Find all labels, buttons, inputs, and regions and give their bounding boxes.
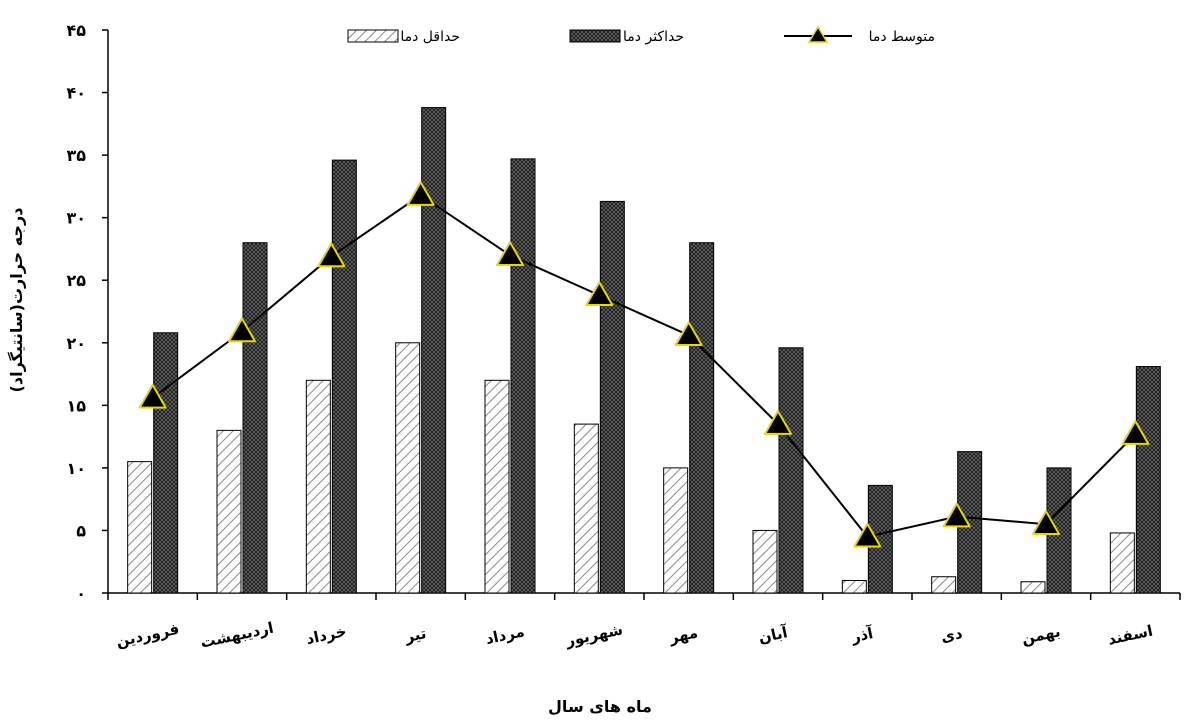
y-tick-label: ۴۵	[66, 21, 86, 40]
bar-min-temp	[1020, 581, 1046, 594]
bar-min-temp	[127, 461, 153, 594]
bar-max-temp	[510, 158, 536, 594]
y-axis-title: درجه حرارت(سانتیگراد)	[7, 208, 26, 393]
bar-max-temp	[153, 332, 179, 594]
x-tick-label: خرداد	[305, 622, 349, 648]
axes	[102, 29, 1181, 600]
bar-min-temp	[573, 423, 599, 594]
mean-temp-point	[496, 241, 524, 266]
bar-min-temp	[305, 379, 331, 594]
mean-temp-point	[228, 317, 256, 343]
mean-temp-point	[942, 502, 971, 528]
bar-max-temp	[957, 451, 983, 594]
labels: ۰ ۵ ۱۰ ۱۵ ۲۰ ۲۵ ۳۰ ۳۵ ۴۰ ۴۵ فروردین اردیبهشت خرداد تی…	[7, 21, 1154, 716]
mean-temp-point	[674, 321, 703, 347]
x-tick-label: آذر	[849, 624, 876, 646]
y-tick-label: ۵	[76, 521, 86, 540]
x-tick-label: مهر	[667, 623, 700, 647]
y-tick-label: ۱۵	[66, 396, 86, 415]
mean-temp-point	[406, 181, 435, 206]
bar-min-temp	[395, 342, 421, 594]
bar-max-temp	[778, 347, 804, 594]
x-tick-label: اسفند	[1106, 622, 1154, 649]
bar-max-temp	[242, 242, 268, 594]
legend: حداقل دما حداکثر دما متوسط دما	[347, 25, 935, 45]
legend-swatch-max	[569, 29, 621, 43]
bar-min-temp	[663, 467, 689, 594]
y-tick-label: ۳۰	[66, 209, 86, 228]
x-axis-title: ماه های سال	[548, 697, 652, 716]
mean-line-group	[138, 181, 1150, 548]
y-tick-label: ۴۰	[66, 84, 86, 103]
mean-temp-point	[1121, 420, 1150, 445]
bar-min-temp	[484, 379, 510, 594]
x-tick-label: اردیبهشت	[199, 619, 275, 652]
bar-max-temp	[331, 159, 357, 594]
x-tick-label: فروردین	[114, 620, 180, 651]
bars	[127, 107, 1161, 594]
y-tick-label: ۲۰	[66, 334, 86, 353]
bar-max-temp	[689, 242, 715, 594]
bar-min-temp	[1109, 532, 1135, 594]
legend-marker-mean	[807, 25, 829, 43]
bar-min-temp	[931, 576, 957, 594]
legend-swatch-min	[347, 29, 399, 43]
mean-temp-point	[138, 383, 167, 409]
bar-min-temp	[216, 429, 242, 594]
x-tick-label: مرداد	[484, 622, 526, 648]
bar-min-temp	[752, 529, 778, 594]
mean-temp-point	[585, 281, 614, 306]
mean-temp-point	[317, 242, 346, 268]
x-tick-label: شهریور	[563, 620, 624, 650]
legend-label-min: حداقل دما	[400, 29, 460, 45]
legend-label-max: حداکثر دما	[623, 29, 684, 45]
x-tick-label: بهمن	[1020, 622, 1062, 648]
y-tick-label: ۳۵	[66, 146, 86, 165]
y-tick-label: ۱۰	[66, 459, 86, 478]
bar-max-temp	[599, 200, 625, 594]
y-tick-label: ۲۵	[66, 271, 86, 290]
bar-max-temp	[421, 107, 447, 594]
bar-min-temp	[841, 579, 867, 594]
x-tick-label: تیر	[402, 624, 427, 646]
mean-temp-point	[853, 522, 882, 548]
mean-temp-point	[764, 410, 792, 435]
x-tick-label: دی	[939, 624, 964, 646]
bar-max-temp	[1046, 467, 1072, 594]
x-tick-label: آبان	[757, 623, 790, 647]
bar-max-temp	[1135, 366, 1161, 594]
mean-temp-point	[1032, 510, 1060, 535]
y-tick-label: ۰	[76, 584, 86, 603]
legend-label-mean: متوسط دما	[869, 29, 935, 45]
mean-temp-line	[152, 193, 1137, 538]
